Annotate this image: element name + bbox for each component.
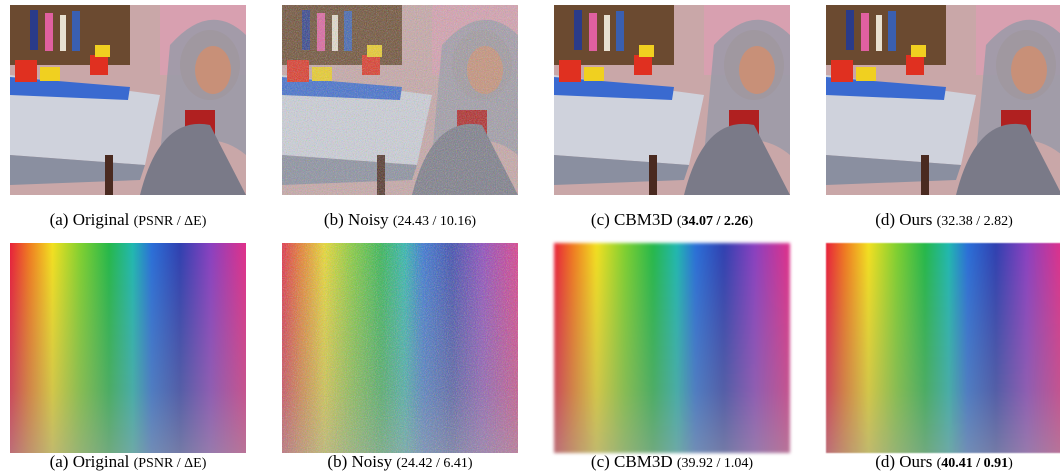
caption-label: (b) Noisy bbox=[327, 452, 392, 471]
metric-text: (PSNR / ΔE) bbox=[134, 456, 207, 471]
caption: (d) Ours (32.38 / 2.82) bbox=[808, 210, 1060, 230]
caption-label: (c) CBM3D bbox=[591, 452, 673, 471]
caption: (c) CBM3D (39.92 / 1.04) bbox=[536, 452, 808, 472]
caption-metrics: (PSNR / ΔE) bbox=[134, 214, 207, 229]
caption-label: (c) CBM3D bbox=[591, 210, 673, 229]
caption-metrics: (39.92 / 1.04) bbox=[677, 456, 753, 471]
caption: (c) CBM3D (34.07 / 2.26) bbox=[536, 210, 808, 230]
caption: (d) Ours (40.41 / 0.91) bbox=[808, 452, 1060, 472]
metric-text: (39.92 / 1.04) bbox=[677, 456, 753, 471]
caption-metrics: (32.38 / 2.82) bbox=[937, 214, 1013, 229]
caption-label: (a) Original bbox=[50, 210, 130, 229]
figure: (a) Original (PSNR / ΔE) (b) Noisy (24.4… bbox=[0, 0, 1060, 473]
caption-label: (d) Ours bbox=[875, 452, 932, 471]
caption-label: (b) Noisy bbox=[324, 210, 389, 229]
gradient-image bbox=[282, 243, 518, 453]
caption-metrics: (24.43 / 10.16) bbox=[393, 214, 476, 229]
photo bbox=[554, 5, 790, 195]
metric-text: (24.43 / 10.16) bbox=[393, 214, 476, 229]
gradient-image bbox=[554, 243, 790, 453]
metric-text: (PSNR / ΔE) bbox=[134, 214, 207, 229]
metric-text: ) bbox=[1008, 456, 1013, 471]
gradient-image bbox=[826, 243, 1060, 453]
photo bbox=[826, 5, 1060, 195]
best-metric: 34.07 / 2.26 bbox=[682, 214, 749, 229]
caption-metrics: (PSNR / ΔE) bbox=[134, 456, 207, 471]
caption: (b) Noisy (24.42 / 6.41) bbox=[264, 452, 536, 472]
caption: (a) Original (PSNR / ΔE) bbox=[0, 210, 264, 230]
photo bbox=[282, 5, 518, 195]
caption-label: (d) Ours bbox=[875, 210, 932, 229]
gradient-image bbox=[10, 243, 246, 453]
metric-text: ) bbox=[748, 214, 753, 229]
caption-metrics: (40.41 / 0.91) bbox=[937, 456, 1013, 471]
caption-metrics: (34.07 / 2.26) bbox=[677, 214, 753, 229]
caption-label: (a) Original bbox=[50, 452, 130, 471]
metric-text: (24.42 / 6.41) bbox=[396, 456, 472, 471]
metric-text: (32.38 / 2.82) bbox=[937, 214, 1013, 229]
caption: (a) Original (PSNR / ΔE) bbox=[0, 452, 264, 472]
caption-metrics: (24.42 / 6.41) bbox=[396, 456, 472, 471]
photo bbox=[10, 5, 246, 195]
caption: (b) Noisy (24.43 / 10.16) bbox=[264, 210, 536, 230]
best-metric: 40.41 / 0.91 bbox=[941, 456, 1008, 471]
